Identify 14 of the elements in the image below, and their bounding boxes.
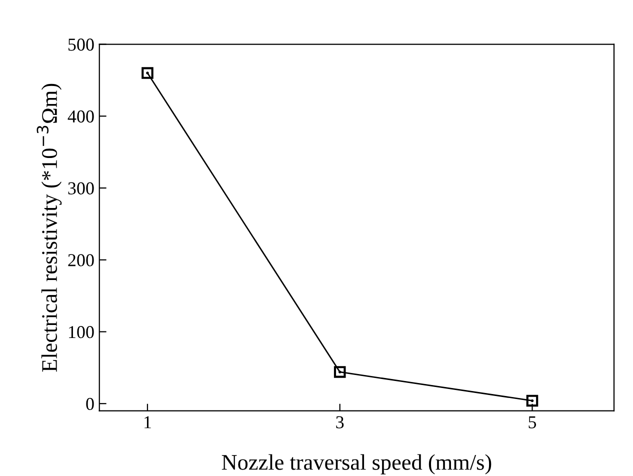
x-tick-label: 3 (336, 416, 344, 428)
y-tick-label: 200 (68, 254, 94, 266)
y-tick-label: 400 (68, 110, 94, 123)
y-axis-title: Electrical resistivity (*10$^{−3}$Ωm) (36, 84, 62, 372)
y-tick-label: 100 (69, 326, 94, 338)
x-tick-label: 1 (144, 416, 151, 428)
point (334, 366, 346, 378)
point (526, 394, 538, 407)
x-axis-title: Nozzle traversal speed (mm/s) (222, 454, 492, 474)
y-tick-label: 300 (68, 182, 94, 194)
y-tick-label: 500 (68, 38, 94, 51)
x-tick-label: 5 (528, 416, 536, 428)
y-tick-label: 0 (86, 398, 94, 410)
point (142, 67, 154, 79)
